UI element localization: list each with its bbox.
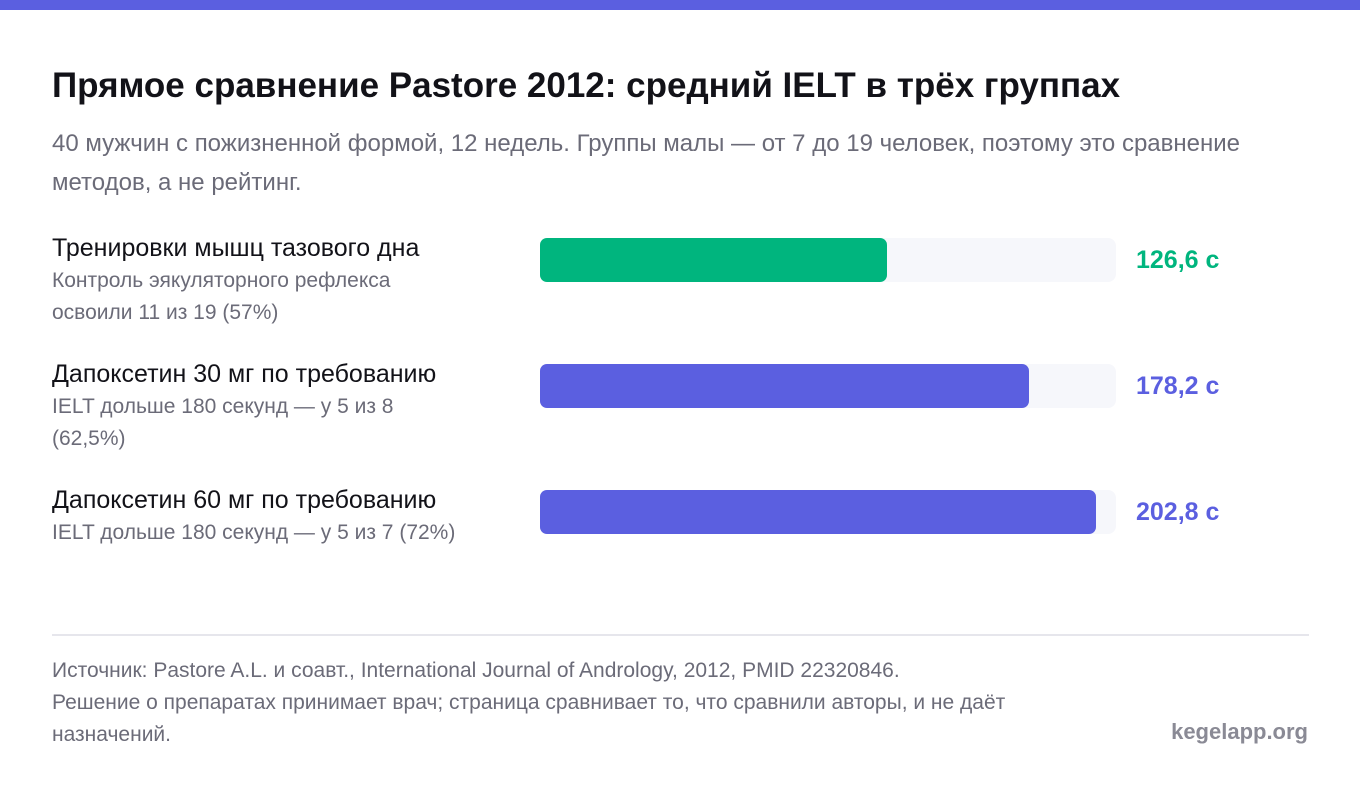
chart-title: Прямое сравнение Pastore 2012: средний I… [52, 66, 1121, 105]
note: Решение о препаратах принимает врач; стр… [52, 691, 1006, 746]
bar [540, 490, 1097, 534]
bar [540, 364, 1029, 408]
category-label: Дапоксетин 30 мг по требованию [52, 360, 437, 388]
category-label: Тренировки мышц тазового дна [52, 234, 420, 262]
value-label: 202,8 с [1136, 498, 1220, 526]
category-description: IELT дольше 180 секунд — у 5 из 7 (72%) [52, 521, 456, 544]
top-bar [0, 0, 1360, 10]
category-label: Дапоксетин 60 мг по требованию [52, 486, 437, 514]
chart-subtitle: 40 мужчин с пожизненной формой, 12 недел… [52, 130, 1240, 196]
category-description: IELT дольше 180 секунд — у 5 из 8 (62,5%… [52, 395, 394, 450]
footer: Источник: Pastore A.L. и соавт., Interna… [52, 655, 1122, 751]
category-description: Контроль эякуляторного рефлекса освоили … [52, 269, 391, 324]
value-label: 178,2 с [1136, 372, 1220, 400]
value-label: 126,6 с [1136, 246, 1220, 274]
site: kegelapp.org [1171, 719, 1308, 744]
divider [52, 634, 1309, 636]
source: Источник: Pastore A.L. и соавт., Interna… [52, 659, 900, 682]
bar [540, 238, 888, 282]
